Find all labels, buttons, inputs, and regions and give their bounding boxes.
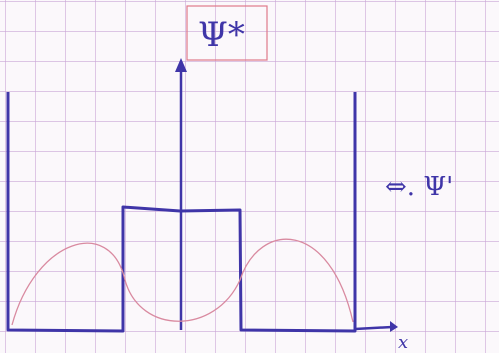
right-label: ⇔. Ψ' xyxy=(385,172,453,202)
top-label: Ψ* xyxy=(198,15,245,55)
notebook-page: Ψ* x ⇔. Ψ' (() => { const data = JSON.pa… xyxy=(0,0,499,353)
axis-label: x xyxy=(398,332,408,353)
